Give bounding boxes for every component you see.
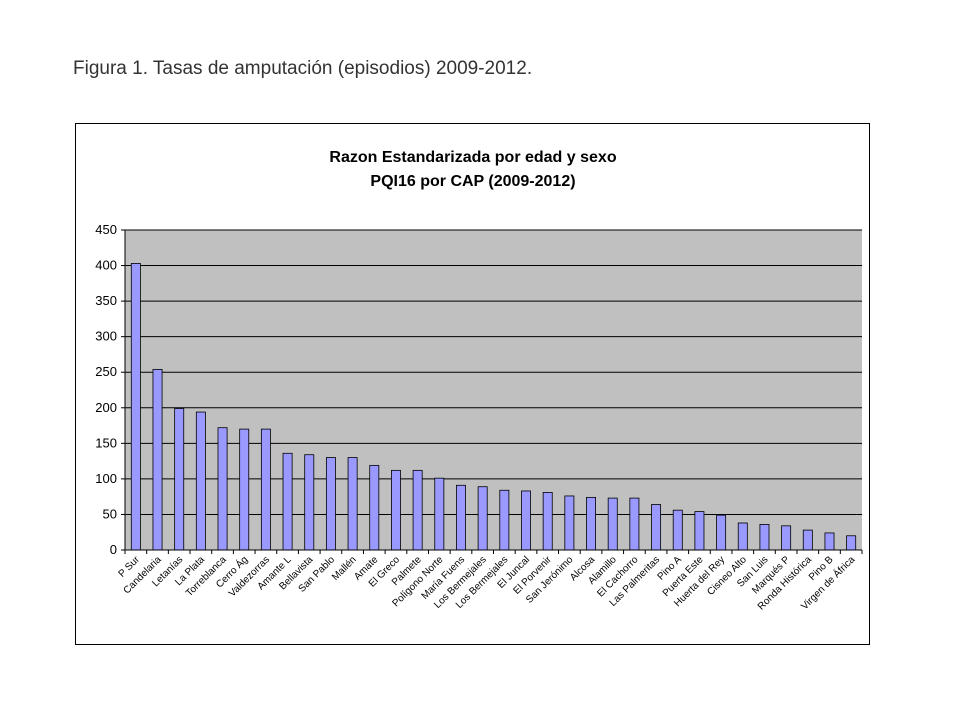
bar	[694, 511, 705, 551]
bar	[586, 496, 596, 551]
bar	[629, 497, 640, 551]
y-tick-label: 150	[95, 435, 117, 450]
chart-title-line-2: PQI16 por CAP (2009-2012)	[370, 173, 575, 190]
bar	[195, 411, 206, 551]
category-label: Mallén	[330, 554, 359, 583]
plot-background	[125, 230, 862, 550]
bar	[477, 486, 488, 551]
bar	[824, 532, 835, 551]
bar	[542, 491, 553, 551]
bar	[672, 509, 683, 551]
bar	[737, 522, 748, 551]
bar	[607, 497, 618, 551]
y-tick-label: 250	[95, 364, 117, 379]
y-tick-label: 350	[95, 293, 117, 308]
bar	[412, 469, 423, 551]
bar	[651, 504, 662, 551]
bar	[391, 469, 401, 551]
bar	[716, 514, 727, 551]
bar	[239, 428, 250, 551]
bar	[499, 489, 510, 551]
y-tick-label: 0	[110, 542, 117, 557]
bar	[434, 477, 445, 551]
bar	[130, 263, 141, 551]
bar	[347, 457, 358, 551]
bar	[217, 427, 228, 551]
bar	[325, 457, 336, 551]
figure-caption: Figura 1. Tasas de amputación (episodios…	[73, 58, 533, 79]
bar	[152, 368, 163, 551]
y-tick-label: 200	[95, 400, 117, 415]
bar	[282, 452, 293, 551]
y-tick-label: 400	[95, 258, 117, 273]
bar	[802, 529, 813, 551]
bar	[369, 464, 380, 551]
bar-chart: Razon Estandarizada por edad y sexo PQI1…	[95, 149, 863, 612]
bar	[304, 454, 315, 551]
bar	[564, 495, 575, 551]
chart-frame: Razon Estandarizada por edad y sexo PQI1…	[75, 123, 870, 645]
y-tick-label: 50	[103, 506, 117, 521]
chart-title: Razon Estandarizada por edad y sexo PQI1…	[329, 149, 616, 190]
bar	[260, 428, 271, 551]
bar	[456, 484, 466, 551]
y-tick-label: 450	[95, 222, 117, 237]
chart-title-line-1: Razon Estandarizada por edad y sexo	[329, 149, 616, 166]
y-tick-label: 100	[95, 471, 117, 486]
y-tick-label: 300	[95, 329, 117, 344]
bar	[174, 408, 185, 551]
bar	[521, 490, 531, 551]
bar	[846, 535, 857, 551]
bar	[759, 523, 770, 551]
bar	[781, 525, 792, 551]
